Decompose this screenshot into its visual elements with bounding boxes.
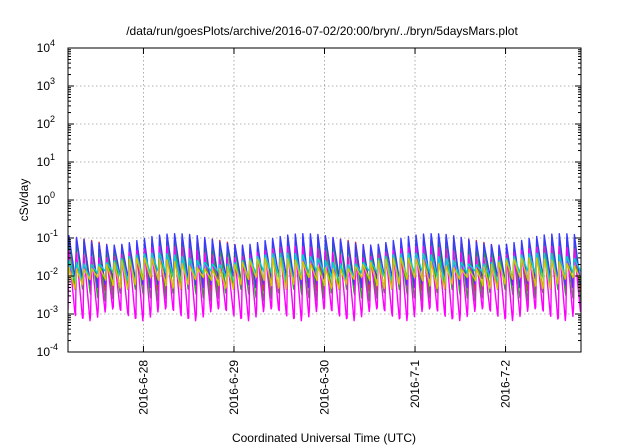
y-tick-label: 10-1 bbox=[37, 228, 58, 245]
y-tick-label: 104 bbox=[37, 38, 55, 55]
series-line bbox=[68, 233, 581, 289]
x-tick-label: 2016-7-2 bbox=[499, 360, 513, 408]
y-tick-label: 100 bbox=[37, 190, 55, 207]
y-tick-exponent: 3 bbox=[50, 76, 55, 86]
chart-title: /data/run/goesPlots/archive/2016-07-02/2… bbox=[126, 24, 518, 38]
y-tick-exponent: 4 bbox=[50, 38, 55, 48]
y-tick-exponent: -2 bbox=[50, 266, 58, 276]
y-tick-exponent: -1 bbox=[50, 228, 58, 238]
y-tick-exponent: 2 bbox=[50, 114, 55, 124]
x-tick-label: 2016-6-28 bbox=[136, 360, 150, 415]
y-tick-exponent: -3 bbox=[50, 304, 58, 314]
x-tick-label: 2016-7-1 bbox=[408, 360, 422, 408]
y-axis-label: cSv/day bbox=[17, 179, 31, 222]
y-tick-label: 101 bbox=[37, 152, 55, 169]
y-tick-label: 10-2 bbox=[37, 266, 58, 283]
y-tick-exponent: -4 bbox=[50, 342, 58, 352]
x-ticks: 2016-6-28 2016-6-29 2016-6-30 2016-7-1 2016-… bbox=[136, 48, 513, 415]
y-tick-label: 102 bbox=[37, 114, 55, 131]
y-tick-label: 103 bbox=[37, 76, 55, 93]
y-tick-label: 10-4 bbox=[37, 342, 58, 359]
series-group bbox=[68, 233, 581, 322]
series-line bbox=[68, 257, 581, 290]
y-tick-label: 10-3 bbox=[37, 304, 58, 321]
x-axis-label: Coordinated Universal Time (UTC) bbox=[232, 431, 416, 445]
y-tick-exponent: 0 bbox=[50, 190, 55, 200]
x-tick-label: 2016-6-29 bbox=[227, 360, 241, 415]
y-tick-exponent: 1 bbox=[50, 152, 55, 162]
x-tick-label: 2016-6-30 bbox=[318, 360, 332, 415]
